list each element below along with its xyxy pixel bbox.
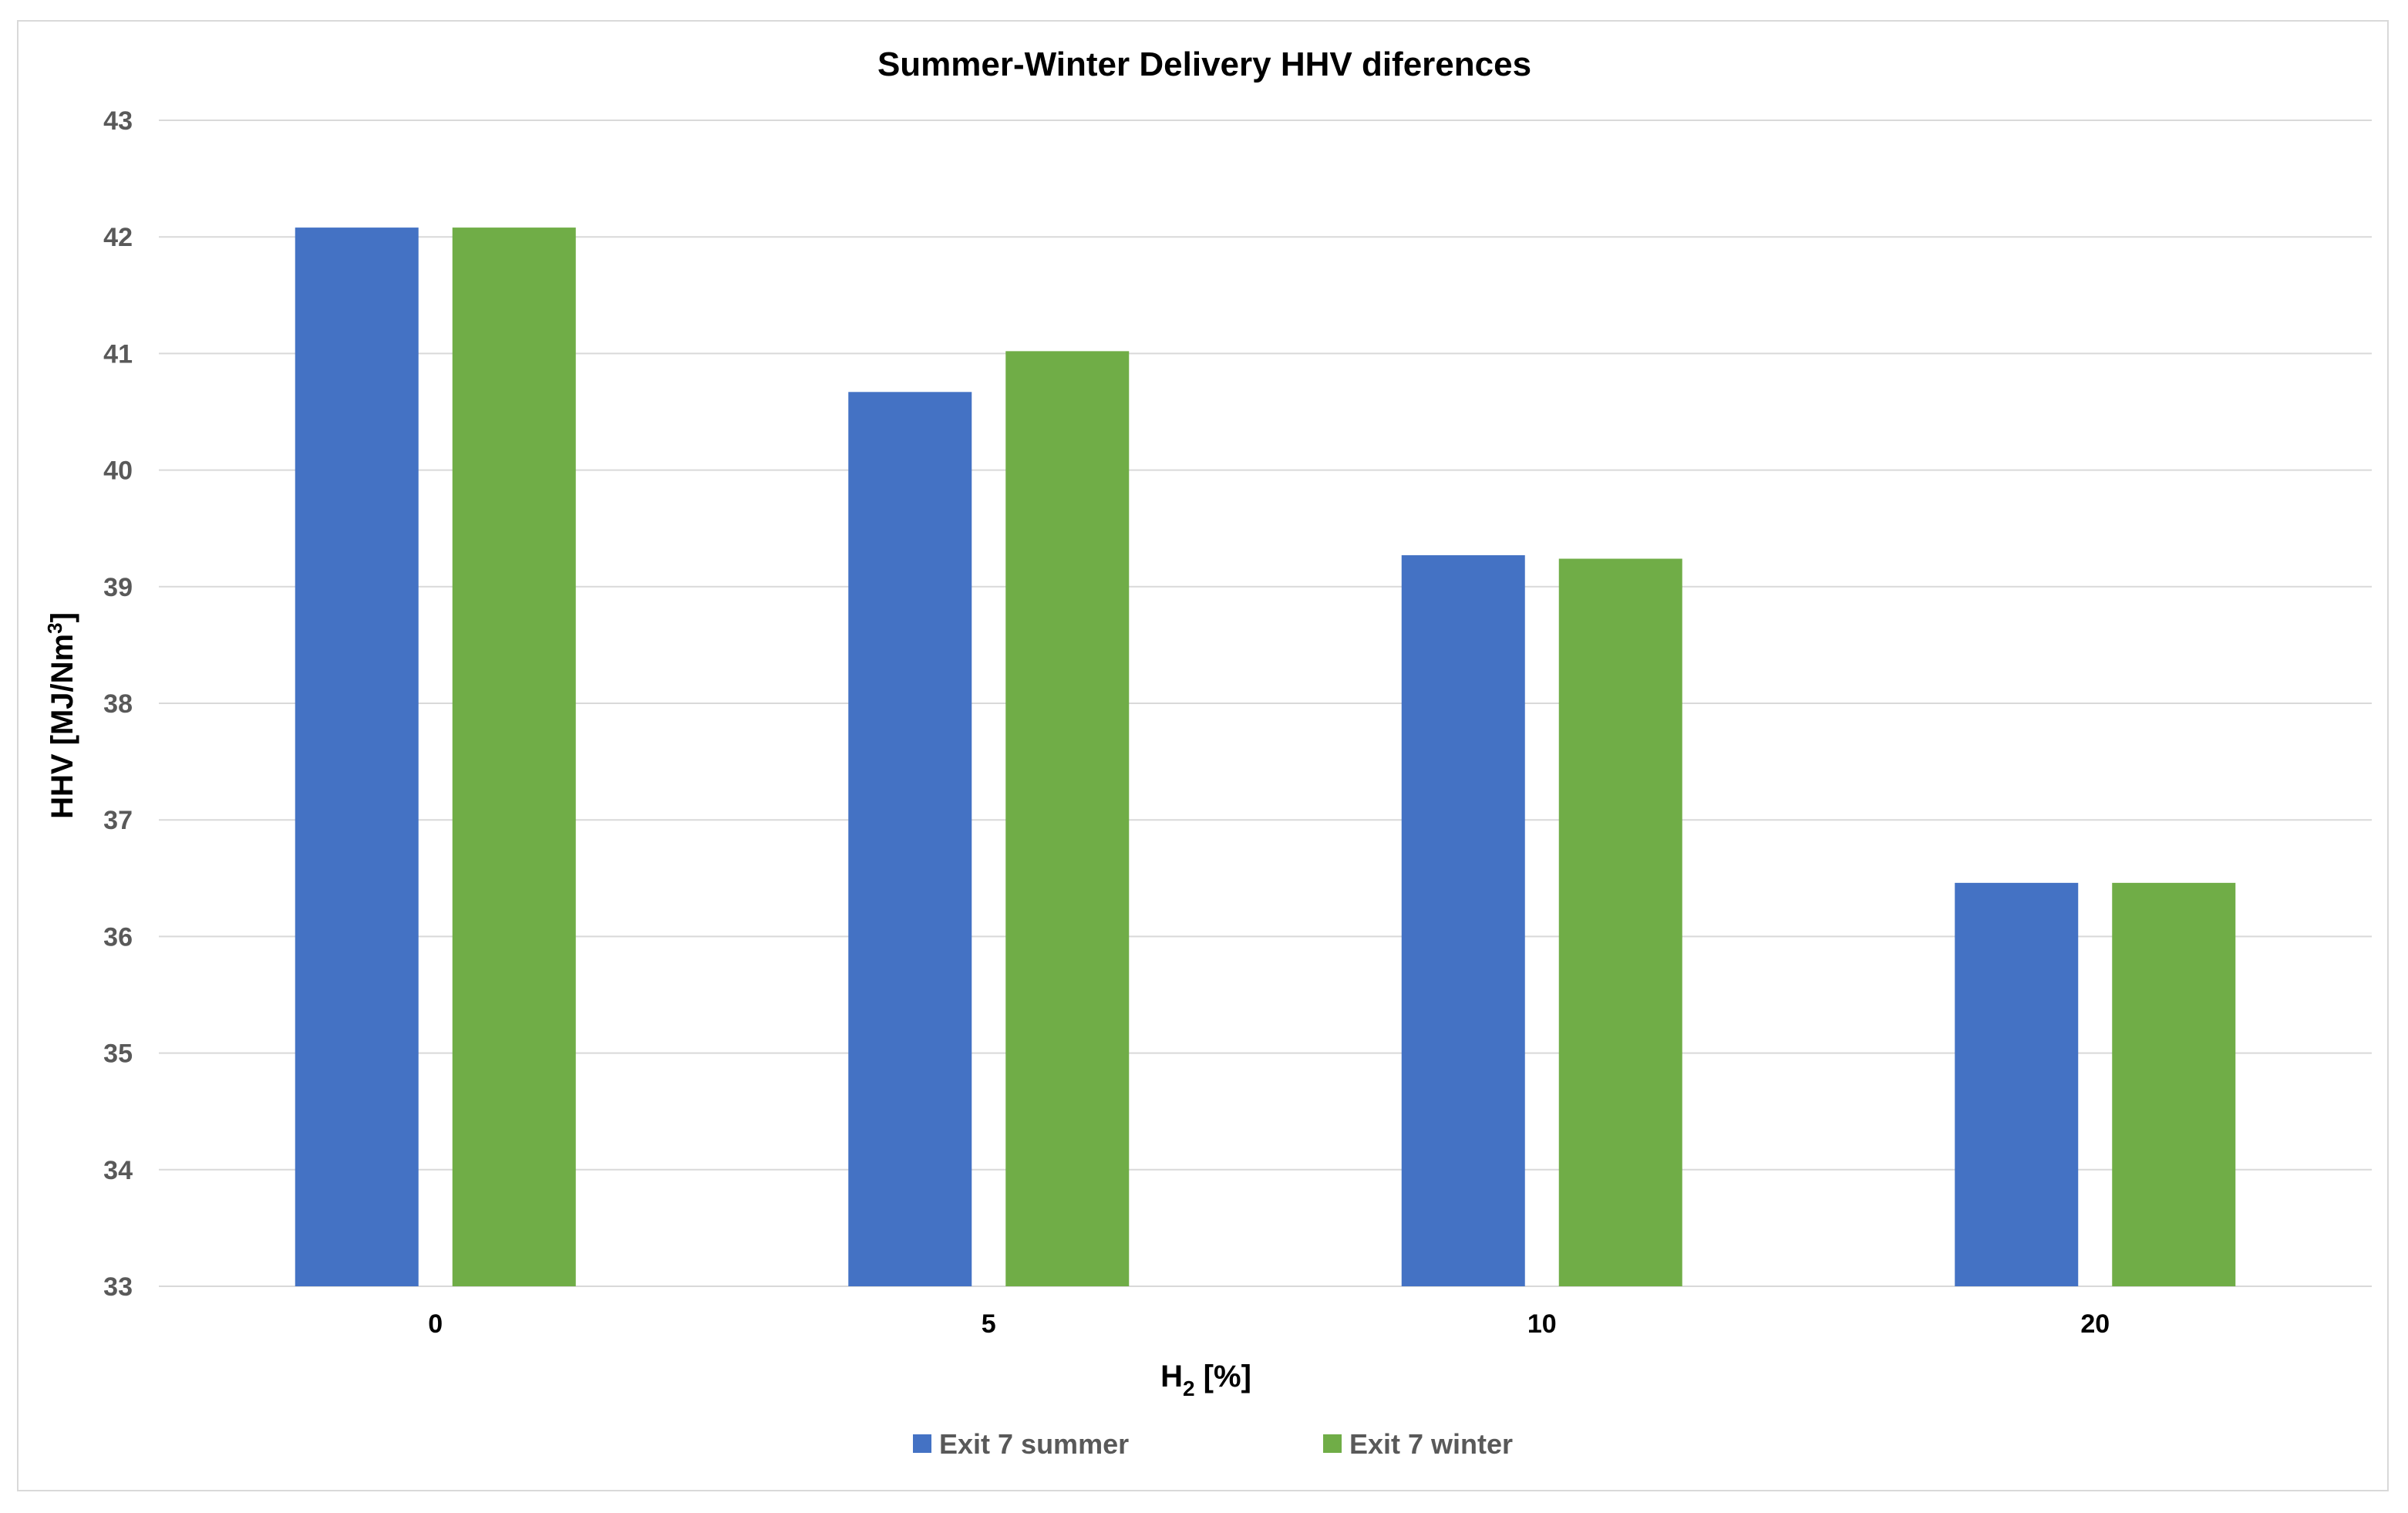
bar-exit-7-summer-0 (295, 227, 419, 1286)
bar-chart: 33 34 35 36 37 38 39 40 41 42 43 0 5 10 20 Summer-Wint… (43, 45, 2372, 1460)
y-tick-label: 36 (103, 922, 133, 952)
x-axis-label: H2 [%] (1160, 1360, 1251, 1400)
y-axis-label-superscript: 3 (43, 622, 66, 633)
y-tick-label: 42 (103, 223, 133, 252)
chart-title: Summer-Winter Delivery HHV diferences (877, 45, 1531, 83)
tick-labels: 33 34 35 36 37 38 39 40 41 42 43 0 5 10 20 (103, 106, 2110, 1339)
x-tick-label: 20 (2080, 1309, 2110, 1339)
bar-exit-7-summer-5 (848, 392, 972, 1286)
bar-exit-7-winter-0 (452, 227, 576, 1286)
y-tick-label: 34 (103, 1156, 133, 1185)
legend-swatch (1323, 1434, 1342, 1453)
y-axis-label-suffix: ] (45, 612, 79, 622)
legend-entry-label: Exit 7 summer (939, 1428, 1129, 1460)
bar-exit-7-winter-5 (1005, 351, 1130, 1287)
x-axis-label-base: H (1160, 1360, 1183, 1393)
y-tick-label: 35 (103, 1040, 133, 1069)
x-tick-label: 10 (1527, 1309, 1557, 1339)
y-axis-label: HHV [MJ/Nm3] (43, 612, 79, 819)
y-tick-label: 33 (103, 1272, 133, 1302)
y-tick-label: 37 (103, 806, 133, 835)
y-tick-label: 38 (103, 689, 133, 719)
y-axis-label-base: HHV [MJ/Nm (45, 634, 79, 819)
bar-exit-7-winter-20 (2112, 882, 2236, 1286)
x-axis-label-suffix: [%] (1195, 1360, 1251, 1393)
x-tick-label: 0 (428, 1309, 443, 1339)
bar-exit-7-summer-20 (1955, 882, 2079, 1286)
y-tick-label: 41 (103, 339, 133, 369)
chart-frame: 33 34 35 36 37 38 39 40 41 42 43 0 5 10 20 Summer-Wint… (17, 20, 2389, 1491)
x-axis-label-subscript: 2 (1183, 1377, 1195, 1400)
legend: Exit 7 summer Exit 7 winter (913, 1428, 1513, 1460)
y-tick-label: 40 (103, 457, 133, 486)
bar-exit-7-winter-10 (1558, 558, 1682, 1286)
x-tick-label: 5 (982, 1309, 996, 1339)
bars (295, 227, 2236, 1287)
legend-swatch (913, 1434, 931, 1453)
y-tick-label: 43 (103, 106, 133, 136)
legend-entry-label: Exit 7 winter (1349, 1428, 1513, 1460)
bar-exit-7-summer-10 (1401, 554, 1525, 1286)
y-tick-label: 39 (103, 573, 133, 602)
